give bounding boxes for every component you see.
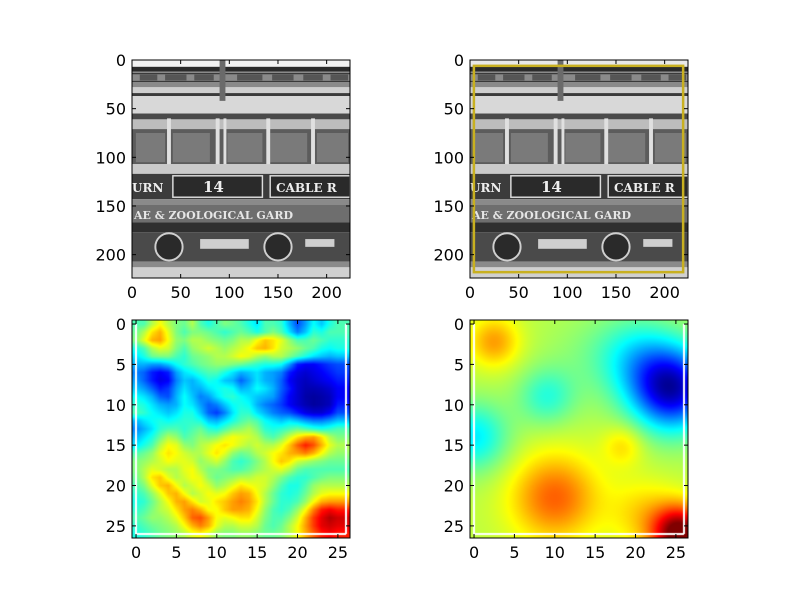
x-tick-label-bottom-left-5: 25	[328, 543, 348, 562]
x-tick-label-bottom-right-1: 5	[509, 543, 519, 562]
y-tick-label-bottom-right-1: 5	[454, 355, 464, 374]
y-tick-label-top-right-4: 200	[433, 246, 464, 265]
x-tick-label-top-left-2: 100	[214, 283, 245, 302]
heatmap-panel-bottom-left: 0 5 10 15 20 25 0 5 10 15 20 25	[106, 315, 351, 562]
y-tick-label-bottom-left-4: 20	[106, 477, 126, 496]
axes-frame-bottom-right	[469, 319, 689, 539]
x-tick-label-bottom-left-4: 20	[287, 543, 307, 562]
x-tick-label-bottom-right-4: 20	[625, 543, 645, 562]
x-tick-label-bottom-right-3: 15	[585, 543, 605, 562]
photo-panel-top-right: URN 14 CABLE R AE & ZOOLOGICAL GARD 0 50 1…	[433, 51, 689, 302]
photo-sign-cable: CABLE R	[276, 181, 338, 195]
photo-sign-urn-2: URN	[470, 181, 501, 195]
ticks-bottom-left: 0 5 10 15 20 25 0 5 10 15 20 25	[106, 315, 350, 562]
x-tick-label-top-right-2: 100	[552, 283, 583, 302]
cable-car-drawing	[132, 60, 350, 278]
y-tick-label-bottom-left-1: 5	[116, 355, 126, 374]
y-tick-label-bottom-left-3: 15	[106, 436, 126, 455]
y-tick-label-bottom-right-5: 25	[444, 517, 464, 536]
photo-sign-number-2: 14	[541, 178, 562, 196]
x-tick-label-bottom-left-3: 15	[247, 543, 267, 562]
y-tick-label-top-right-0: 0	[454, 51, 464, 70]
x-tick-label-top-right-0: 0	[465, 283, 475, 302]
x-tick-label-top-left-3: 150	[263, 283, 294, 302]
x-tick-label-bottom-right-2: 10	[545, 543, 565, 562]
y-tick-label-bottom-left-2: 10	[106, 396, 126, 415]
x-tick-label-top-left-1: 50	[170, 283, 190, 302]
x-tick-label-top-right-3: 150	[601, 283, 632, 302]
photo-sign-zoological: AE & ZOOLOGICAL GARD	[133, 209, 293, 222]
y-tick-label-top-left-0: 0	[116, 51, 126, 70]
y-tick-label-top-left-3: 150	[95, 197, 126, 216]
y-tick-label-bottom-right-0: 0	[454, 315, 464, 334]
x-tick-label-bottom-left-1: 5	[171, 543, 181, 562]
axes-frame-top-right	[469, 59, 689, 279]
y-tick-label-bottom-right-2: 10	[444, 396, 464, 415]
y-tick-label-bottom-left-5: 25	[106, 517, 126, 536]
x-tick-label-bottom-left-0: 0	[131, 543, 141, 562]
y-tick-label-top-right-3: 150	[433, 197, 464, 216]
y-tick-label-bottom-right-3: 15	[444, 436, 464, 455]
heatmap-raw	[132, 320, 350, 538]
x-tick-label-top-right-1: 50	[508, 283, 528, 302]
y-tick-label-top-left-2: 100	[95, 148, 126, 167]
x-tick-label-top-right-4: 200	[649, 283, 680, 302]
photo-panel-top-left: URN 14 CABLE R AE & ZOOLOGICAL GARD 0 50 1…	[95, 51, 351, 302]
photo-sign-number: 14	[203, 178, 224, 196]
x-tick-label-bottom-left-2: 10	[207, 543, 227, 562]
y-tick-label-top-right-1: 50	[444, 100, 464, 119]
y-tick-label-bottom-right-4: 20	[444, 477, 464, 496]
x-tick-label-bottom-right-0: 0	[469, 543, 479, 562]
heatmap-panel-bottom-right: 0 5 10 15 20 25 0 5 10 15 20 25	[444, 315, 689, 562]
axes-frame-bottom-left	[131, 319, 351, 539]
cable-car-photo-boxed: URN 14 CABLE R AE & ZOOLOGICAL GARD	[470, 60, 688, 278]
x-tick-label-top-left-0: 0	[127, 283, 137, 302]
y-tick-label-top-left-4: 200	[95, 246, 126, 265]
photo-sign-urn: URN	[132, 181, 163, 195]
y-tick-label-top-right-2: 100	[433, 148, 464, 167]
bounding-box	[472, 64, 685, 274]
photo-sign-zoological-2: AE & ZOOLOGICAL GARD	[471, 209, 631, 222]
heatmap-smooth	[470, 320, 688, 538]
x-tick-label-top-left-4: 200	[311, 283, 342, 302]
x-tick-label-bottom-right-5: 25	[666, 543, 686, 562]
ticks-bottom-right: 0 5 10 15 20 25 0 5 10 15 20 25	[444, 315, 688, 562]
axes-frame-top-left	[131, 59, 351, 279]
y-tick-label-bottom-left-0: 0	[116, 315, 126, 334]
photo-sign-cable-2: CABLE R	[614, 181, 676, 195]
y-tick-label-top-left-1: 50	[106, 100, 126, 119]
cable-car-photo: URN 14 CABLE R AE & ZOOLOGICAL GARD	[132, 60, 350, 278]
